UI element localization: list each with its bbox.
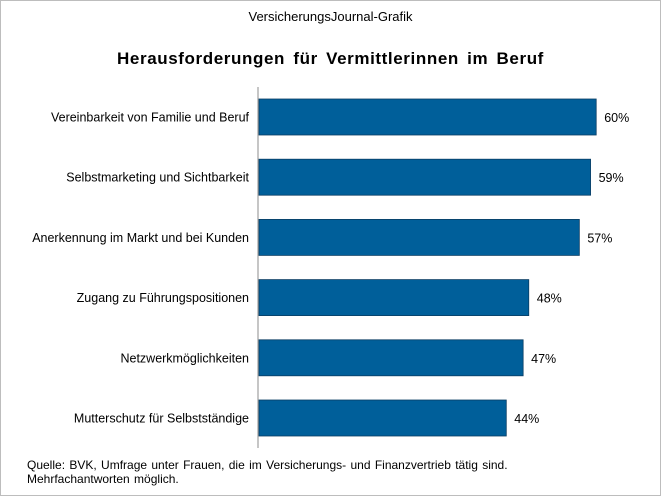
value-label: 59% <box>599 171 624 185</box>
category-label: Zugang zu Führungspositionen <box>77 291 249 305</box>
category-label: Selbstmarketing und Sichtbarkeit <box>66 171 249 185</box>
bar <box>258 279 530 317</box>
value-label: 47% <box>531 352 556 366</box>
category-label: Netzwerkmöglichkeiten <box>120 351 249 365</box>
value-label: 60% <box>604 111 629 125</box>
bar <box>258 158 591 196</box>
category-label: Mutterschutz für Selbstständige <box>74 412 249 426</box>
bar <box>258 218 580 256</box>
source-footnote: Quelle: BVK, Umfrage unter Frauen, die i… <box>27 458 647 486</box>
value-label: 57% <box>587 231 612 245</box>
category-label: Anerkennung im Markt und bei Kunden <box>32 231 249 245</box>
value-label: 48% <box>537 292 562 306</box>
footnote-line-1: Quelle: BVK, Umfrage unter Frauen, die i… <box>27 458 508 472</box>
value-label: 44% <box>514 412 539 426</box>
bar <box>258 399 507 437</box>
bar <box>258 339 524 377</box>
bar <box>258 98 597 136</box>
footnote-line-2: Mehrfachantworten möglich. <box>27 472 179 486</box>
chart-title: Herausforderungen für Vermittlerinnen im… <box>117 49 544 68</box>
source-tag: VersicherungsJournal-Grafik <box>248 9 413 24</box>
category-label: Vereinbarkeit von Familie und Beruf <box>51 111 250 125</box>
